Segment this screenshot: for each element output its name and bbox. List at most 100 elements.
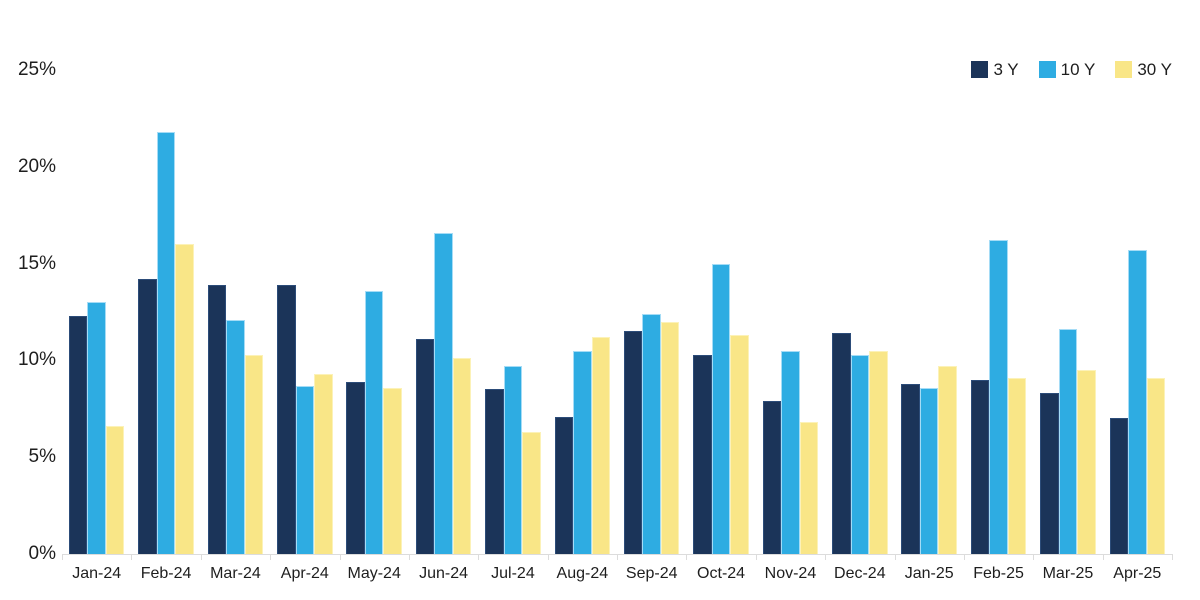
bar-30-y-apr-24 xyxy=(314,373,333,554)
bar-10-y-may-24 xyxy=(364,290,384,554)
bar-10-y-feb-25 xyxy=(989,240,1008,554)
x-axis-tick xyxy=(617,555,618,560)
bar-30-y-dec-24 xyxy=(869,350,888,554)
bar-10-y-nov-24 xyxy=(781,350,800,554)
y-axis-label-20: 20% xyxy=(17,155,56,177)
bar-30-y-may-24 xyxy=(383,387,402,554)
bar-30-y-feb-24 xyxy=(175,244,194,554)
bar-30-y-jul-24 xyxy=(522,432,541,554)
bar-10-y-feb-24 xyxy=(156,131,176,554)
bar-3-y-aug-24 xyxy=(554,416,574,554)
legend-swatch-3-y-icon xyxy=(971,61,989,78)
bar-3-y-jun-24 xyxy=(415,339,435,554)
x-axis-tick xyxy=(1102,555,1104,560)
bar-3-y-nov-24 xyxy=(762,401,782,554)
x-axis-tick xyxy=(270,555,272,560)
y-axis-label-25: 25% xyxy=(17,59,56,80)
x-axis-tick xyxy=(408,555,410,560)
legend-item-30-y[interactable]: 30 Y xyxy=(1115,61,1172,78)
bar-10-y-jun-24 xyxy=(434,232,453,554)
bar-10-y-dec-24 xyxy=(850,354,870,554)
x-axis-label-nov-24: Nov-24 xyxy=(764,565,817,582)
bar-10-y-apr-24 xyxy=(295,385,315,554)
bar-10-y-sep-24 xyxy=(642,313,661,554)
bar-3-y-feb-25 xyxy=(970,379,990,554)
legend-swatch-30-y-icon xyxy=(1115,61,1133,78)
x-axis-tick xyxy=(894,555,896,560)
x-axis-label-dec-24: Dec-24 xyxy=(834,565,886,582)
bar-3-y-jul-24 xyxy=(485,389,504,554)
x-axis-tick xyxy=(200,555,202,560)
x-axis-tick xyxy=(1033,555,1035,560)
x-axis-tick xyxy=(131,555,133,560)
bar-10-y-mar-24 xyxy=(226,319,245,554)
x-axis-tick xyxy=(963,555,965,560)
bar-10-y-jul-24 xyxy=(503,366,523,554)
bar-3-y-apr-24 xyxy=(277,284,296,554)
x-axis-label-feb-24: Feb-24 xyxy=(140,565,192,582)
x-axis-label-apr-25: Apr-25 xyxy=(1113,565,1162,582)
bar-10-y-jan-25 xyxy=(919,387,939,554)
x-axis-label-may-24: May-24 xyxy=(347,565,401,582)
x-axis-tick xyxy=(686,555,688,560)
legend-item-10-y[interactable]: 10 Y xyxy=(1038,60,1096,79)
x-axis-label-jan-24: Jan-24 xyxy=(72,565,122,582)
bar-3-y-mar-25 xyxy=(1040,393,1059,554)
legend-item-3-y[interactable]: 3 Y xyxy=(971,60,1019,79)
x-axis-label-sep-24: Sep-24 xyxy=(625,565,678,582)
bar-30-y-feb-25 xyxy=(1007,377,1027,554)
x-axis-tick xyxy=(825,555,827,560)
legend-label-30-y: 30 Y xyxy=(1137,60,1172,79)
x-axis-label-feb-25: Feb-25 xyxy=(973,565,1024,582)
bar-30-y-mar-25 xyxy=(1077,370,1096,554)
bar-3-y-dec-24 xyxy=(832,333,851,554)
bar-10-y-mar-25 xyxy=(1058,329,1078,554)
bar-30-y-sep-24 xyxy=(660,321,680,554)
x-axis-tick xyxy=(547,555,549,560)
x-axis-tick xyxy=(1172,555,1173,560)
x-axis-label-mar-25: Mar-25 xyxy=(1042,565,1094,582)
bar-3-y-feb-24 xyxy=(138,279,157,554)
legend-label-3-y: 3 Y xyxy=(993,60,1019,79)
bar-3-y-may-24 xyxy=(346,381,365,554)
bar-3-y-apr-25 xyxy=(1109,418,1129,554)
y-axis-label-10: 10% xyxy=(17,349,56,371)
bar-30-y-jan-25 xyxy=(938,366,957,554)
x-axis-tick xyxy=(339,555,341,560)
x-axis-label-aug-24: Aug-24 xyxy=(556,565,609,582)
x-axis-tick xyxy=(478,555,480,560)
bar-3-y-jan-25 xyxy=(901,383,920,554)
bar-30-y-jun-24 xyxy=(452,358,472,554)
bar-10-y-oct-24 xyxy=(711,263,731,554)
chart-legend: 3 Y 10 Y 30 Y xyxy=(971,61,1172,78)
bar-3-y-oct-24 xyxy=(693,354,712,554)
x-axis-tick xyxy=(62,555,63,560)
x-axis-label-apr-24: Apr-24 xyxy=(280,565,329,582)
x-axis-label-oct-24: Oct-24 xyxy=(697,565,746,582)
y-axis-label-15: 15% xyxy=(17,252,56,274)
x-axis-label-mar-24: Mar-24 xyxy=(210,565,261,582)
bar-30-y-nov-24 xyxy=(799,422,819,554)
bar-10-y-jan-24 xyxy=(87,302,106,554)
bar-3-y-jan-24 xyxy=(68,315,88,554)
bar-10-y-apr-25 xyxy=(1128,250,1147,554)
y-axis-label-5: 5% xyxy=(28,446,56,468)
legend-swatch-10-y-icon xyxy=(1038,61,1056,78)
legend-label-10-y: 10 Y xyxy=(1060,60,1096,79)
x-axis-label-jul-24: Jul-24 xyxy=(491,565,535,582)
bar-30-y-jan-24 xyxy=(105,426,125,554)
bar-30-y-mar-24 xyxy=(244,354,264,554)
x-axis-label-jun-24: Jun-24 xyxy=(419,565,469,582)
bar-30-y-oct-24 xyxy=(730,335,749,554)
x-axis-tick xyxy=(755,555,757,560)
y-axis-label-0: 0% xyxy=(28,543,56,564)
x-axis-line xyxy=(62,554,1173,555)
bar-10-y-aug-24 xyxy=(573,350,592,554)
bar-30-y-aug-24 xyxy=(591,337,611,554)
bar-3-y-sep-24 xyxy=(623,331,643,554)
bar-3-y-mar-24 xyxy=(207,284,227,554)
x-axis-label-jan-25: Jan-25 xyxy=(904,565,954,582)
bar-30-y-apr-25 xyxy=(1146,377,1166,554)
